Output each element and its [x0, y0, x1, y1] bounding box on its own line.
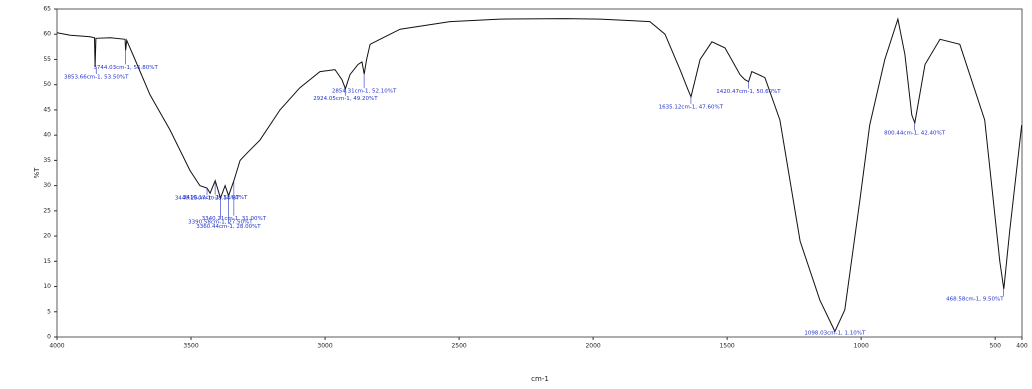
y-tick-label: 55: [43, 56, 51, 63]
annotation-label: 2854.31cm-1, 52.10%T: [332, 89, 397, 95]
x-tick-label: 1000: [854, 343, 869, 350]
y-tick-label: 60: [43, 31, 51, 38]
x-tick-label: 2500: [451, 343, 466, 350]
x-tick-label: 2000: [585, 343, 600, 350]
y-tick-label: 10: [43, 283, 51, 290]
y-tick-label: 35: [43, 157, 51, 164]
annotation-label: 3360.44cm-1, 28.00%T: [196, 224, 261, 230]
spectrum-line: [56, 17, 1023, 333]
y-axis-label: %T: [33, 167, 41, 179]
annotation-label: 1635.12cm-1, 47.60%T: [659, 104, 724, 110]
y-tick-label: 25: [43, 207, 51, 214]
annotation-label: 3853.66cm-1, 53.50%T: [64, 75, 129, 81]
x-tick-label: 400: [1016, 343, 1028, 350]
y-tick-label: 45: [43, 106, 51, 113]
annotation-label: 3744.03cm-1, 56.80%T: [93, 65, 158, 71]
annotation-label: 1420.47cm-1, 50.60%T: [716, 89, 781, 95]
y-tick-label: 15: [43, 258, 51, 265]
x-tick-label: 3000: [317, 343, 332, 350]
x-tick-label: 500: [989, 343, 1001, 350]
y-tick-label: 65: [43, 6, 51, 13]
annotation-label: 2924.05cm-1, 49.20%T: [313, 96, 378, 102]
annotation-label: 3440.25cm-1, 29.50%T: [175, 196, 240, 202]
y-tick-label: 50: [43, 81, 51, 88]
annotation-label: 3340.21cm-1, 31.00%T: [202, 216, 267, 222]
annotation-label: 1098.03cm-1, 1.10%T: [804, 331, 866, 337]
annotation-label: 3390.58cm-1, 27.50%T: [188, 220, 253, 226]
y-tick-label: 0: [47, 334, 51, 341]
x-tick-label: 3500: [183, 343, 198, 350]
x-tick-label: 1500: [719, 343, 734, 350]
y-tick-label: 5: [47, 308, 51, 315]
plot-frame: [56, 8, 1023, 338]
annotation-label: 468.58cm-1, 9.50%T: [946, 297, 1004, 303]
y-tick-label: 30: [43, 182, 51, 189]
x-tick-label: 4000: [49, 343, 64, 350]
annotation-label: 800.44cm-1, 42.40%T: [884, 131, 946, 137]
y-tick-label: 20: [43, 233, 51, 240]
annotation-label: 3410.12cm-1, 31.00%T: [183, 195, 248, 201]
x-axis-label: cm-1: [531, 375, 549, 383]
y-tick-label: 40: [43, 132, 51, 139]
